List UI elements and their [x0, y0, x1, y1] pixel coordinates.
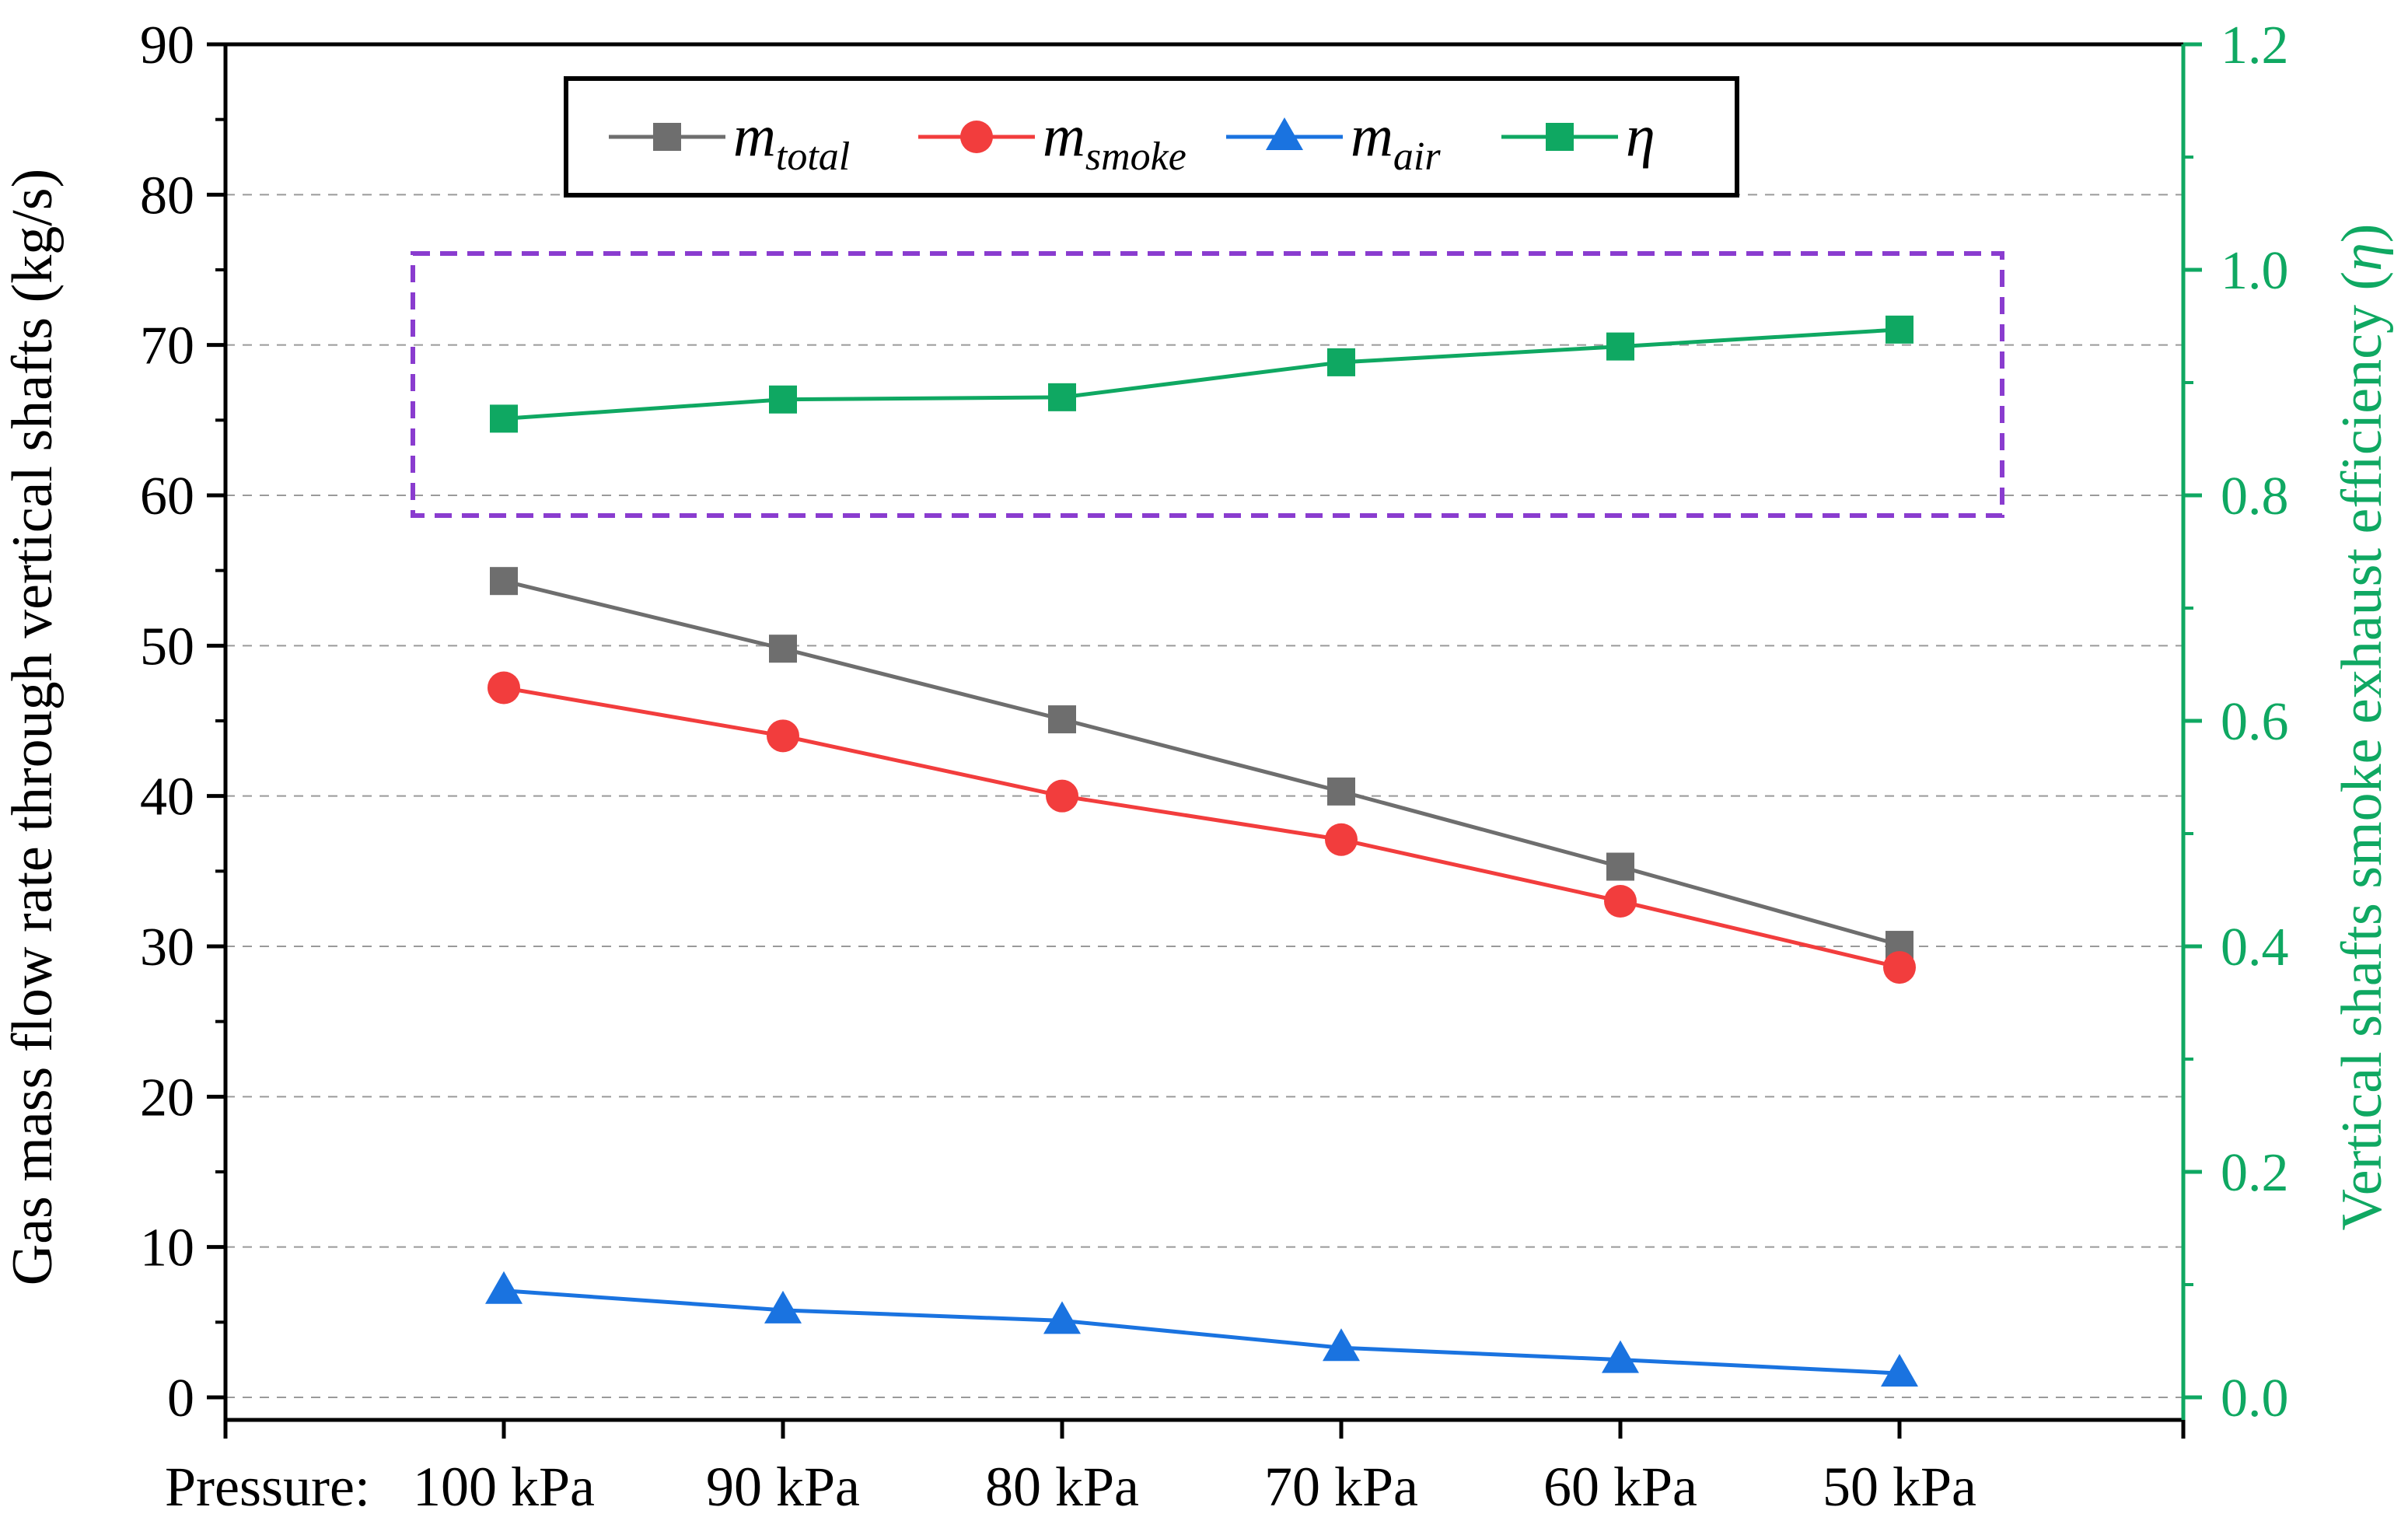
point-eta-3	[1327, 348, 1355, 376]
legend-marker-eta	[1546, 123, 1574, 151]
point-air-2	[1043, 1301, 1081, 1334]
legend-marker-total	[653, 123, 681, 151]
y-left-tick-label-40: 40	[140, 767, 194, 827]
point-total-4	[1606, 852, 1634, 881]
point-eta-1	[769, 385, 797, 414]
point-eta-5	[1886, 315, 1913, 344]
point-smoke-3	[1325, 823, 1358, 856]
y-left-tick-label-0: 0	[167, 1369, 194, 1428]
point-eta-4	[1606, 332, 1634, 361]
point-smoke-4	[1604, 885, 1637, 918]
series-layer	[485, 315, 1918, 1387]
x-axis-prefix-label: Pressure:	[165, 1456, 370, 1518]
series-eta	[490, 315, 1913, 433]
point-total-3	[1327, 777, 1355, 806]
point-air-4	[1602, 1340, 1639, 1373]
legend-label-symbol: m	[733, 103, 776, 169]
highlight-box	[411, 251, 2004, 518]
legend-label-symbol: m	[1351, 103, 1393, 169]
series-line-smoke	[503, 686, 1900, 970]
legend-label-subscript: air	[1393, 135, 1441, 179]
series-line-total	[503, 579, 1900, 947]
series-total	[490, 567, 1913, 960]
point-total-1	[769, 635, 797, 663]
x-tick-label-90-kpa: 90 kPa	[706, 1456, 860, 1518]
y-axis-left-label: Gas mass flow rate through vertical shaf…	[1, 169, 65, 1285]
x-tick-label-70-kpa: 70 kPa	[1264, 1456, 1418, 1518]
y-left-tick-label-20: 20	[140, 1068, 194, 1128]
y-left-tick-label-10: 10	[140, 1219, 194, 1278]
series-line-eta	[503, 327, 1900, 421]
y-right-tick-label-0.2: 0.2	[2221, 1143, 2289, 1203]
point-smoke-1	[767, 719, 799, 753]
y-right-tick-label-1.2: 1.2	[2221, 16, 2289, 75]
y-right-tick-label-1.0: 1.0	[2221, 241, 2289, 301]
x-tick-label-80-kpa: 80 kPa	[985, 1456, 1139, 1518]
legend-label-symbol: η	[1626, 103, 1655, 169]
series-smoke	[488, 671, 1916, 984]
y-right-tick-label-0.8: 0.8	[2221, 467, 2289, 526]
y-left-tick-label-90: 90	[140, 16, 194, 75]
series-air	[485, 1271, 1918, 1387]
point-smoke-2	[1046, 779, 1078, 813]
x-tick-label-100-kpa: 100 kPa	[413, 1456, 595, 1518]
y-left-tick-label-80: 80	[140, 166, 194, 226]
point-air-3	[1323, 1328, 1360, 1362]
point-eta-0	[490, 404, 518, 433]
legend-label-subscript: total	[776, 135, 850, 179]
y-right-tick-label-0.6: 0.6	[2221, 692, 2289, 752]
series-line-air	[503, 1288, 1900, 1376]
y-left-tick-label-70: 70	[140, 316, 194, 376]
highlight-box-layer	[411, 251, 2004, 518]
point-air-1	[764, 1290, 802, 1323]
legend-label-eta: η	[1626, 103, 1655, 169]
point-air-0	[485, 1271, 522, 1304]
legend-marker-smoke	[960, 121, 993, 153]
y-left-tick-label-60: 60	[140, 467, 194, 526]
legend-label-total: mtotal	[733, 103, 850, 179]
y-right-tick-label-0.0: 0.0	[2221, 1369, 2289, 1428]
point-total-2	[1048, 705, 1076, 734]
legend-label-smoke: msmoke	[1043, 103, 1187, 179]
legend-label-subscript: smoke	[1085, 135, 1187, 179]
grid-lines	[225, 194, 2183, 1398]
axes: 0 10 20 30 40 50 60 70 80 90 0.0 0.2 0.4 0.6 0.8 1.0 1.2…	[140, 16, 2289, 1518]
legend: mtotal msmoke mair η	[564, 76, 1739, 198]
y-axis-right-label-symbol: η	[2330, 243, 2394, 271]
point-air-5	[1881, 1354, 1918, 1387]
x-tick-label-60-kpa: 60 kPa	[1543, 1456, 1697, 1518]
point-smoke-0	[488, 671, 520, 705]
legend-label-symbol: m	[1043, 103, 1085, 169]
y-left-tick-label-30: 30	[140, 918, 194, 977]
y-axis-right-label: Vertical shafts smoke exhaust efficiency…	[2330, 224, 2394, 1231]
y-right-tick-label-0.4: 0.4	[2221, 918, 2289, 977]
y-left-tick-label-50: 50	[140, 617, 194, 677]
x-tick-label-50-kpa: 50 kPa	[1823, 1456, 1976, 1518]
legend-marker-air	[1266, 117, 1303, 150]
y-axis-right-label-close: )	[2330, 224, 2394, 243]
point-total-0	[490, 567, 518, 596]
y-axis-right-label-text: Vertical shafts smoke exhaust efficiency…	[2330, 271, 2394, 1231]
legend-label-air: mair	[1351, 103, 1441, 179]
point-eta-2	[1048, 383, 1076, 411]
point-smoke-5	[1883, 951, 1916, 984]
